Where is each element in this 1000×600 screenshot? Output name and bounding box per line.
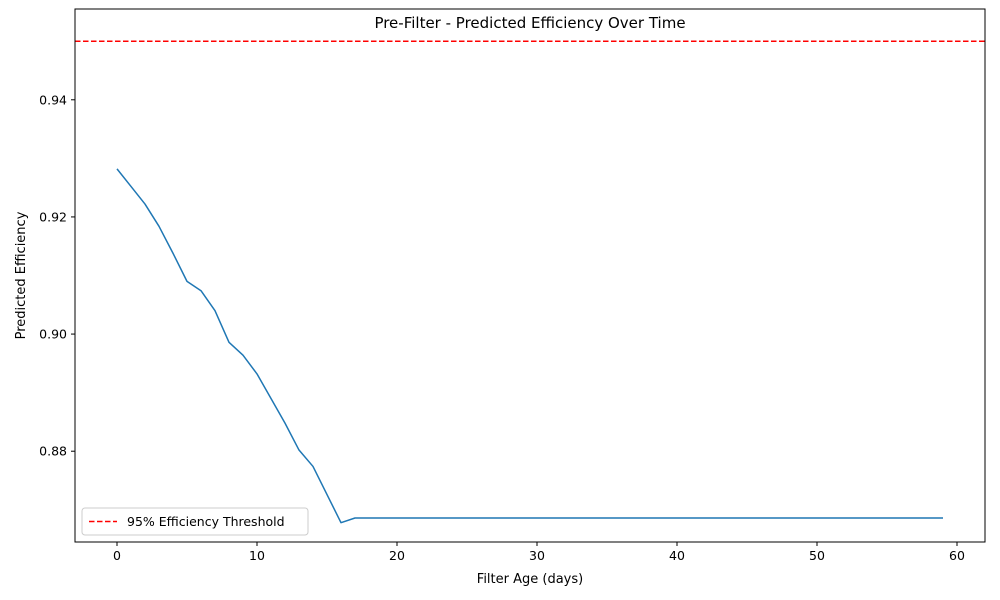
x-tick-label: 10 bbox=[249, 548, 265, 563]
plot-frame bbox=[74, 8, 986, 543]
x-tick-label: 60 bbox=[949, 548, 965, 563]
x-tick-label: 20 bbox=[389, 548, 405, 563]
chart-title: Pre-Filter - Predicted Efficiency Over T… bbox=[374, 14, 685, 32]
y-tick-label: 0.90 bbox=[39, 327, 67, 342]
y-tick-label: 0.94 bbox=[39, 92, 67, 107]
axis-ticks: 0 10 20 30 40 50 60 0.88 0.90 0.92 0.94 bbox=[39, 92, 965, 563]
legend-box bbox=[81, 507, 309, 536]
chart-marks bbox=[75, 40, 985, 524]
x-axis-label: Filter Age (days) bbox=[477, 572, 583, 587]
x-tick-label: 50 bbox=[809, 548, 825, 563]
legend: 95% Efficiency Threshold bbox=[81, 507, 309, 536]
efficiency-line bbox=[116, 168, 943, 524]
x-tick-label: 40 bbox=[669, 548, 685, 563]
legend-threshold-label: 95% Efficiency Threshold bbox=[127, 514, 285, 529]
y-tick-label: 0.88 bbox=[39, 444, 67, 459]
plot-background bbox=[75, 9, 985, 542]
x-tick-label: 30 bbox=[529, 548, 545, 563]
y-axis-label: Predicted Efficiency bbox=[14, 211, 29, 339]
y-tick-label: 0.92 bbox=[39, 209, 67, 224]
x-tick-label: 0 bbox=[113, 548, 121, 563]
